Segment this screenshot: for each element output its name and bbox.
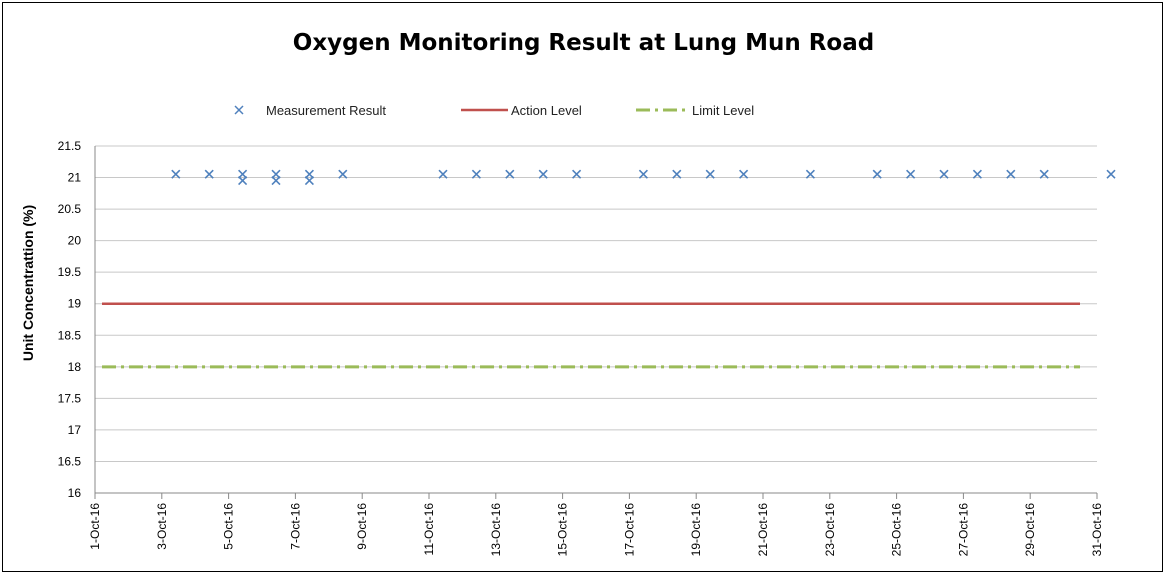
marker-stroke xyxy=(705,169,715,179)
threshold-lines xyxy=(102,302,1080,369)
marker-stroke xyxy=(471,169,481,179)
legend-item-limit: Limit Level xyxy=(636,103,754,118)
legend-x-marker xyxy=(234,105,244,115)
y-tick-label: 17 xyxy=(68,423,82,437)
marker-stroke xyxy=(238,175,248,186)
marker-stroke xyxy=(572,169,582,179)
measurement-point xyxy=(672,169,682,179)
measurement-point xyxy=(972,169,982,179)
measurement-point xyxy=(171,169,181,179)
marker-stroke xyxy=(171,169,181,179)
x-tick-label: 23-Oct-16 xyxy=(823,503,837,557)
marker-stroke xyxy=(338,169,348,179)
marker-stroke xyxy=(271,175,281,186)
x-tick-label: 13-Oct-16 xyxy=(489,503,503,557)
marker-stroke xyxy=(1006,169,1016,179)
marker-stroke xyxy=(872,169,882,179)
measurement-point xyxy=(1106,169,1116,179)
measurement-points xyxy=(171,169,1116,186)
y-tick-label: 21.5 xyxy=(58,139,82,153)
legend-item-measurement: Measurement Result xyxy=(234,103,386,118)
marker-stroke xyxy=(438,169,448,179)
x-tick-label: 9-Oct-16 xyxy=(355,503,369,550)
y-axis-label: Unit Concentrattion (%) xyxy=(20,205,36,361)
y-tick-label: 18.5 xyxy=(58,328,82,342)
marker-stroke xyxy=(304,175,314,186)
legend-label: Limit Level xyxy=(692,103,754,118)
x-tick-label: 19-Oct-16 xyxy=(689,503,703,557)
measurement-point xyxy=(471,169,481,179)
measurement-point xyxy=(238,175,248,186)
measurement-point xyxy=(204,169,214,179)
measurement-point xyxy=(705,169,715,179)
measurement-point xyxy=(939,169,949,179)
y-tick-label: 19.5 xyxy=(58,265,82,279)
marker-stroke xyxy=(538,169,548,179)
y-tick-label: 20.5 xyxy=(58,202,82,216)
marker-stroke xyxy=(739,169,749,179)
measurement-point xyxy=(872,169,882,179)
measurement-point xyxy=(1039,169,1049,179)
measurement-point xyxy=(739,169,749,179)
y-tick-label: 20 xyxy=(68,234,82,248)
gridlines xyxy=(95,145,1097,494)
x-tick-labels: 1-Oct-16 3-Oct-16 5-Oct-16 7-Oct-16 9-Oct-16… xyxy=(88,503,1104,557)
measurement-point xyxy=(438,169,448,179)
measurement-point xyxy=(638,169,648,179)
measurement-point xyxy=(805,169,815,179)
measurement-point xyxy=(505,169,515,179)
marker-stroke xyxy=(638,169,648,179)
y-tick-label: 16 xyxy=(68,486,82,500)
x-tick-label: 27-Oct-16 xyxy=(956,503,970,557)
axes xyxy=(94,146,1098,499)
measurement-point xyxy=(338,169,348,179)
legend-item-action: Action Level xyxy=(461,103,582,118)
measurement-point xyxy=(304,175,314,186)
marker-stroke xyxy=(805,169,815,179)
x-tick-label: 7-Oct-16 xyxy=(288,503,302,550)
marker-stroke xyxy=(972,169,982,179)
y-tick-label: 21 xyxy=(68,171,82,185)
measurement-point xyxy=(906,169,916,179)
x-tick-label: 29-Oct-16 xyxy=(1023,503,1037,557)
measurement-point xyxy=(1006,169,1016,179)
x-tick-label: 3-Oct-16 xyxy=(155,503,169,550)
legend-label: Measurement Result xyxy=(266,103,386,118)
x-tick-label: 11-Oct-16 xyxy=(422,503,436,556)
x-tick-label: 25-Oct-16 xyxy=(890,503,904,557)
marker-stroke xyxy=(672,169,682,179)
chart-title: Oxygen Monitoring Result at Lung Mun Roa… xyxy=(292,30,875,56)
y-tick-label: 17.5 xyxy=(58,391,82,405)
x-tick-label: 17-Oct-16 xyxy=(622,503,636,557)
measurement-point xyxy=(538,169,548,179)
x-tick-label: 5-Oct-16 xyxy=(222,503,236,550)
measurement-point xyxy=(572,169,582,179)
legend: Measurement Result Action Level Limit Leve… xyxy=(234,103,754,118)
marker-stroke xyxy=(204,169,214,179)
marker-stroke xyxy=(1106,169,1116,179)
marker-stroke xyxy=(906,169,916,179)
marker-stroke xyxy=(939,169,949,179)
y-tick-label: 18 xyxy=(68,360,82,374)
marker-stroke xyxy=(505,169,515,179)
measurement-point xyxy=(271,175,281,186)
y-tick-label: 16.5 xyxy=(58,454,82,468)
x-tick-label: 31-Oct-16 xyxy=(1090,503,1104,557)
x-tick-label: 1-Oct-16 xyxy=(88,503,102,550)
x-tick-label: 21-Oct-16 xyxy=(756,503,770,557)
x-tick-label: 15-Oct-16 xyxy=(556,503,570,557)
y-tick-labels: 16 16.5 17 17.5 18 18.5 19 19.5 20 20.5 21 21.5 xyxy=(58,139,82,500)
y-tick-label: 19 xyxy=(68,297,82,311)
legend-label: Action Level xyxy=(511,103,582,118)
marker-stroke xyxy=(1039,169,1049,179)
